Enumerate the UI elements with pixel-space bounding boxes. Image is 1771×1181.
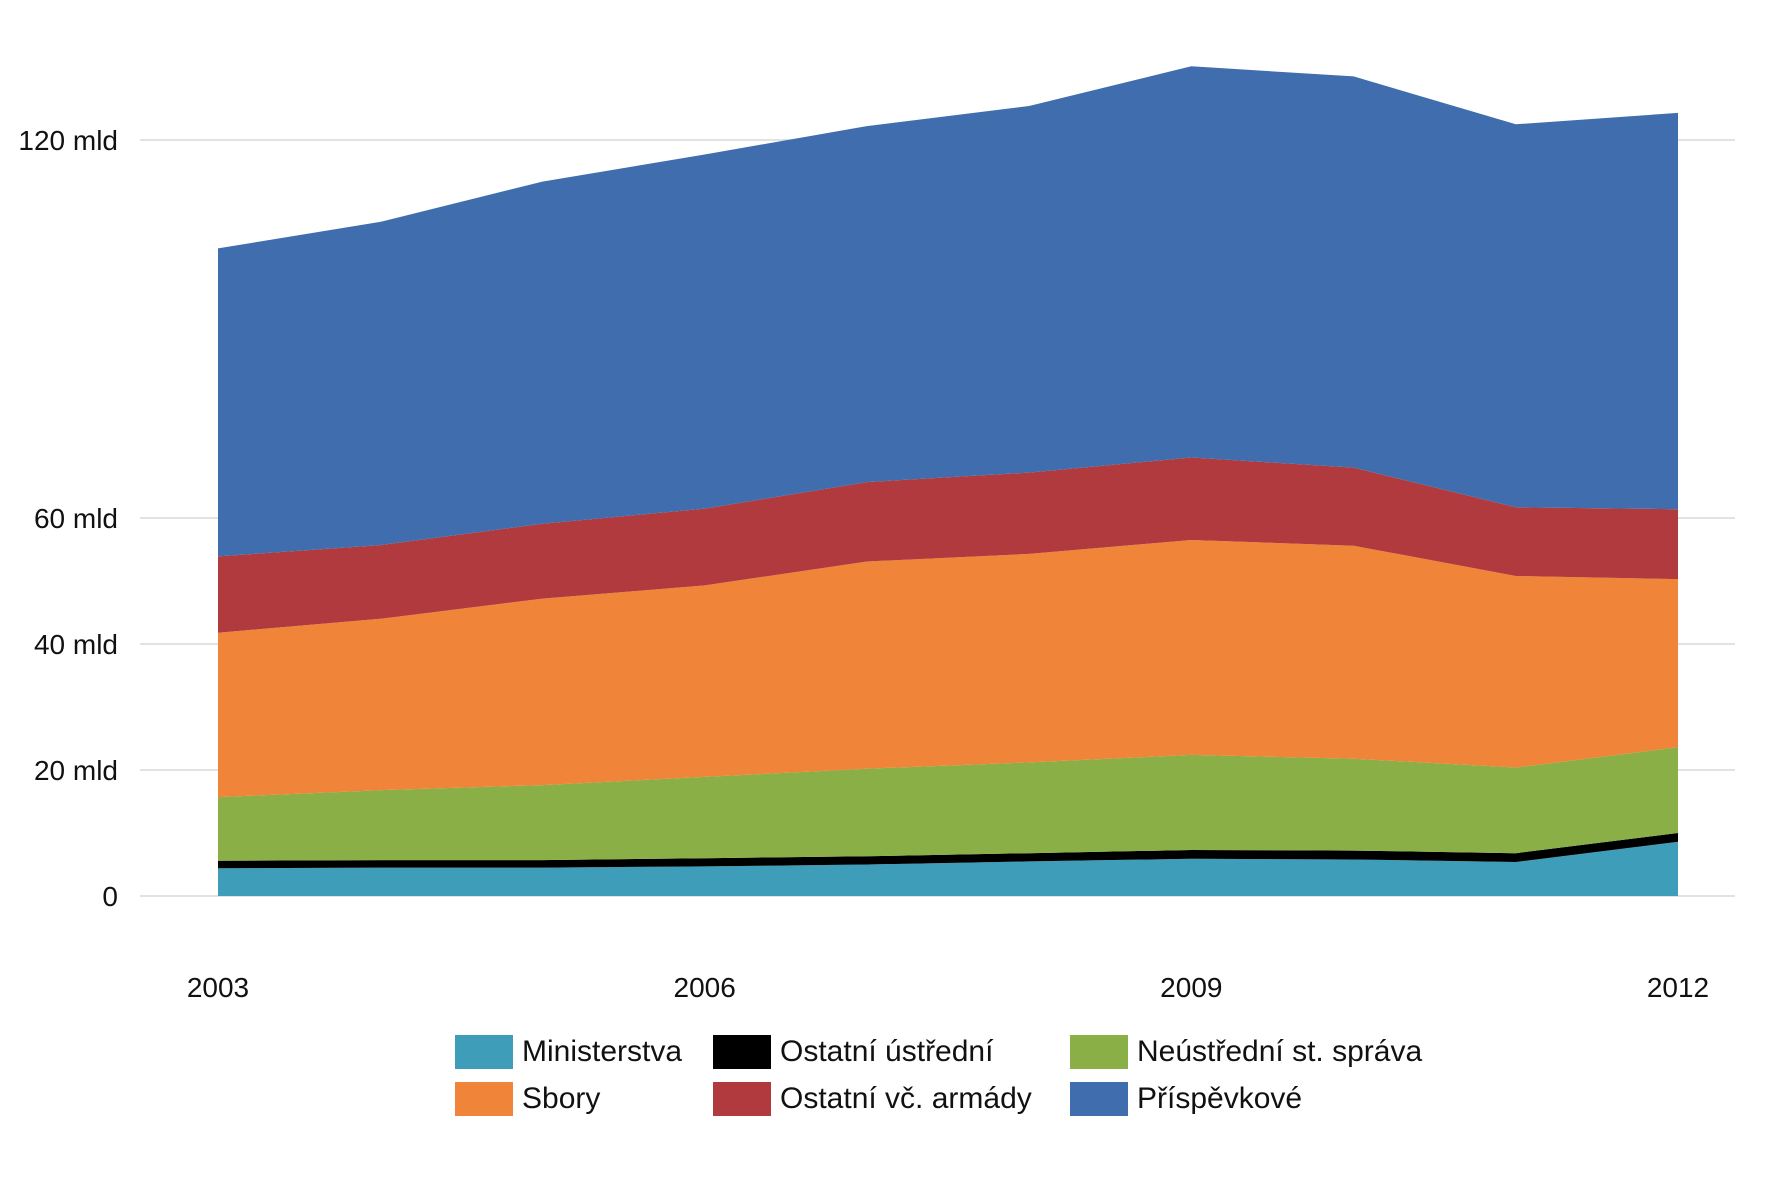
legend-item: Ostatní ústřední [713, 1035, 1070, 1069]
y-tick-label: 40 mld [34, 629, 118, 660]
legend-swatch [713, 1082, 771, 1116]
y-tick-label: 0 [102, 881, 118, 912]
legend-label: Ostatní ústřední [780, 1035, 994, 1068]
legend-item: Ministerstva [455, 1035, 713, 1069]
legend-swatch [1070, 1082, 1128, 1116]
area-neustredni-st-sprava [218, 747, 1678, 861]
area-prispevkove [218, 66, 1678, 557]
legend-item: Příspěvkové [1070, 1082, 1470, 1116]
x-tick-label: 2012 [1647, 972, 1709, 1003]
area-ostatni-ustredni [218, 833, 1678, 869]
legend-label: Ostatní vč. armády [780, 1082, 1032, 1115]
series-areas [218, 66, 1678, 896]
y-axis-tick-labels: 0 20 mld 40 mld 60 mld 120 mld [18, 125, 118, 912]
legend-swatch [713, 1035, 771, 1069]
legend-swatch [1070, 1035, 1128, 1069]
area-ministerstva [218, 841, 1678, 896]
legend-item: Neústřední st. správa [1070, 1035, 1470, 1069]
y-tick-label: 120 mld [18, 125, 118, 156]
legend-label: Sbory [522, 1082, 601, 1115]
area-ostatni-vc-armady [218, 457, 1678, 633]
x-tick-label: 2003 [187, 972, 249, 1003]
y-tick-label: 20 mld [34, 755, 118, 786]
legend-label: Neústřední st. správa [1137, 1035, 1423, 1068]
legend-item: Sbory [455, 1082, 713, 1116]
legend-swatch [455, 1035, 513, 1069]
x-axis-tick-labels: 2003 2006 2009 2012 [187, 972, 1709, 1003]
legend-swatch [455, 1082, 513, 1116]
y-tick-label: 60 mld [34, 503, 118, 534]
legend-label: Ministerstva [522, 1035, 683, 1068]
x-tick-label: 2006 [674, 972, 736, 1003]
area-sbory [218, 540, 1678, 798]
legend-item: Ostatní vč. armády [713, 1082, 1070, 1116]
x-tick-label: 2009 [1160, 972, 1222, 1003]
legend-label: Příspěvkové [1137, 1082, 1303, 1115]
legend: Ministerstva Ostatní ústřední Neústřední s… [455, 1035, 1470, 1116]
